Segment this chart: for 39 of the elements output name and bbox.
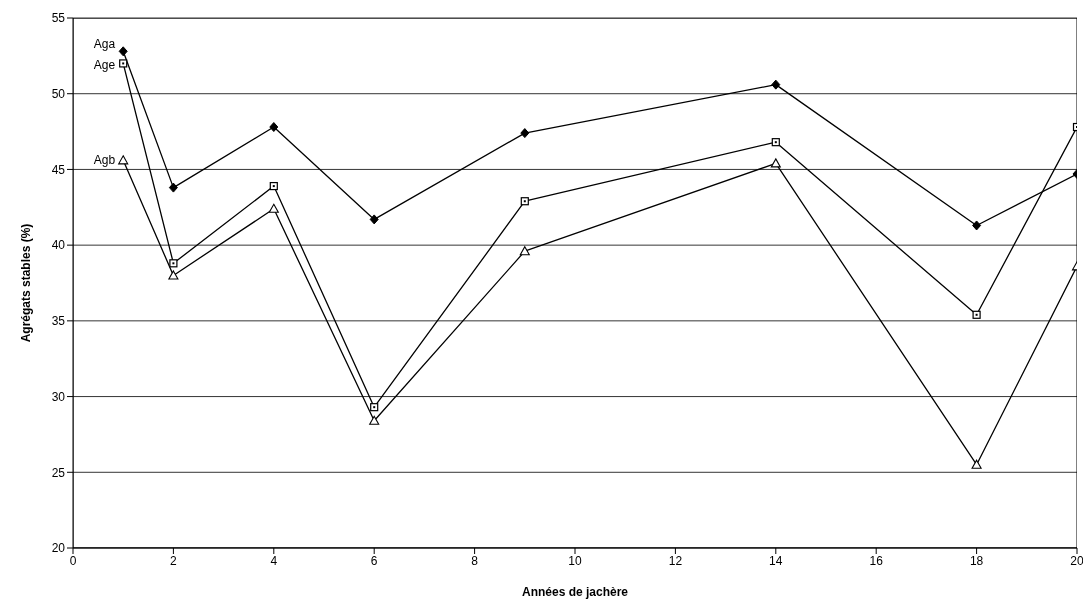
y-tick-label: 55 xyxy=(51,11,66,26)
series-label: Aga xyxy=(93,37,116,52)
y-tick-label: 25 xyxy=(51,465,66,480)
x-tick-label: 6 xyxy=(370,553,378,568)
y-tick-label: 20 xyxy=(51,541,66,556)
point xyxy=(268,203,279,213)
x-tick-label: 20 xyxy=(1070,553,1084,568)
series-label: Agb xyxy=(93,153,116,168)
x-tick-label: 8 xyxy=(471,553,479,568)
x-axis-title: Années de jachère xyxy=(521,585,629,599)
point xyxy=(168,270,179,280)
point xyxy=(369,214,379,225)
point xyxy=(118,155,129,165)
y-tick-label: 50 xyxy=(51,86,66,101)
point xyxy=(971,459,982,469)
point xyxy=(118,46,128,57)
y-tick-label: 35 xyxy=(51,314,66,329)
point xyxy=(972,220,982,231)
point xyxy=(770,158,781,168)
x-tick-label: 0 xyxy=(69,553,77,568)
point xyxy=(520,128,530,139)
y-tick-label: 30 xyxy=(51,389,66,404)
point xyxy=(269,181,278,191)
y-axis-title: Agrégats stables (%) xyxy=(19,223,34,343)
x-tick-label: 16 xyxy=(869,553,884,568)
x-tick-label: 14 xyxy=(769,553,783,568)
point xyxy=(269,122,279,133)
x-tick-label: 12 xyxy=(668,553,683,568)
point xyxy=(369,415,380,425)
x-tick-label: 4 xyxy=(270,553,278,568)
series-label: Age xyxy=(93,58,116,73)
y-tick-label: 45 xyxy=(51,162,66,177)
x-tick-label: 18 xyxy=(969,553,984,568)
point xyxy=(168,182,178,193)
x-tick-label: 2 xyxy=(170,553,178,568)
x-tick-label: 10 xyxy=(568,553,582,568)
point xyxy=(771,79,781,90)
y-tick-label: 40 xyxy=(51,238,66,253)
point xyxy=(519,246,530,256)
